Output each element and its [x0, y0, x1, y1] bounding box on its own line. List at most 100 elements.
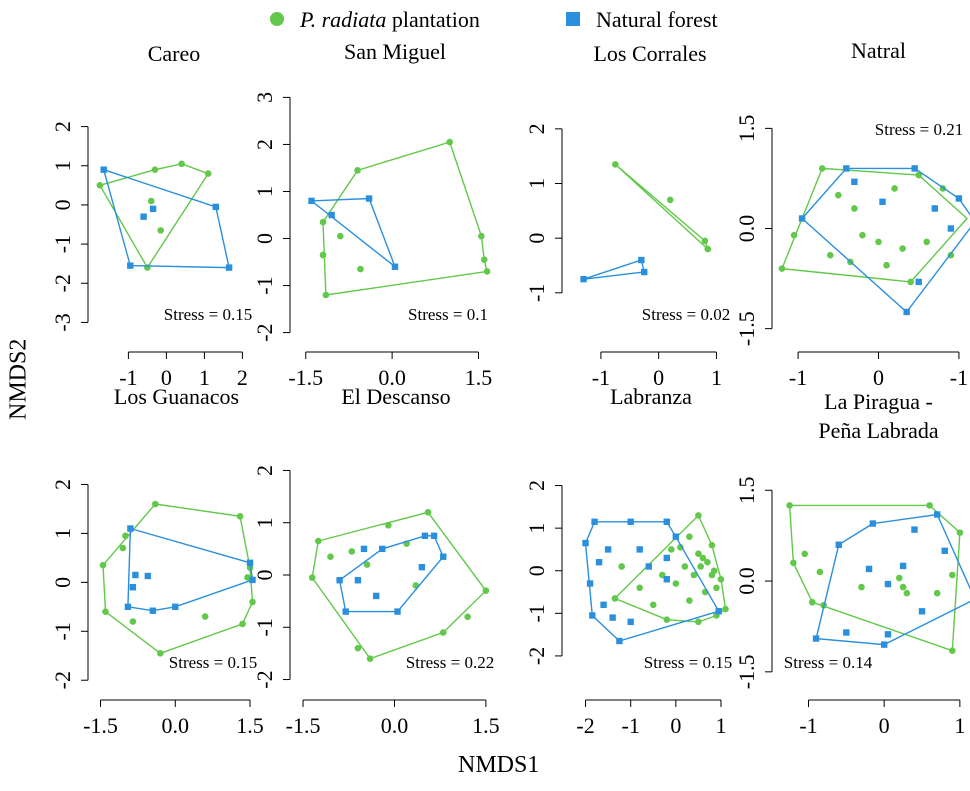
x-tick-label: 0: [879, 713, 890, 738]
plantation-point: [899, 245, 906, 252]
plantation-point: [926, 502, 933, 509]
y-tick-label: 2: [252, 139, 277, 150]
plantation-hull: [98, 163, 210, 269]
plantation-point: [816, 568, 824, 576]
x-tick-label: 2: [237, 365, 248, 390]
plantation-point: [480, 256, 488, 263]
plantation-point: [239, 620, 246, 628]
x-tick-label: -1: [119, 365, 137, 390]
forest-point: [947, 225, 955, 232]
forest-point: [132, 571, 139, 579]
plantation-point: [790, 559, 797, 567]
plantation-hull: [102, 503, 254, 655]
x-tick-label: 1: [711, 365, 722, 390]
forest-point: [249, 576, 256, 584]
plantation-point: [236, 512, 244, 520]
x-tick-label: -1: [592, 365, 610, 390]
plantation-point: [129, 618, 137, 625]
plantation-hull: [781, 167, 968, 283]
y-tick-label: 0: [252, 570, 277, 581]
plantation-point: [695, 550, 702, 558]
y-axis-title: NMDS2: [5, 338, 32, 420]
forest-point: [869, 520, 877, 527]
plantation-point: [666, 196, 674, 204]
plantation-hull: [788, 504, 961, 652]
forest-point: [589, 612, 596, 619]
x-tick-label: -1: [622, 713, 640, 738]
x-tick-label: 0: [873, 365, 884, 390]
forest-point: [372, 592, 380, 600]
y-tick-label: 1: [524, 178, 549, 189]
plantation-point: [478, 232, 485, 240]
forest-point: [645, 563, 652, 570]
plantation-point: [915, 171, 923, 179]
plantation-point: [858, 583, 865, 591]
forest-point: [144, 572, 152, 580]
plantation-point: [801, 550, 809, 558]
plantation-point: [956, 529, 964, 536]
forest-point: [933, 511, 941, 518]
legend-label-plantation: P. radiata plantation: [300, 7, 480, 33]
forest-point: [851, 178, 858, 185]
x-tick-label: 1: [954, 713, 965, 738]
forest-hull: [584, 521, 720, 642]
plantation-point: [923, 238, 931, 246]
plantation-point: [681, 563, 689, 570]
forest-point: [127, 525, 134, 532]
plantation-point: [147, 197, 155, 205]
x-tick-label: -1.5: [288, 365, 323, 390]
plantation-hull: [311, 511, 487, 660]
forest-point: [636, 546, 643, 553]
stress-label: Stress = 0.21: [875, 120, 963, 139]
y-tick-label: 0: [524, 565, 549, 576]
plantation-point: [717, 575, 725, 583]
forest-point: [421, 532, 429, 539]
plantation-point: [319, 218, 327, 226]
plantation-point: [357, 265, 364, 273]
x-tick-label: 1.5: [236, 713, 264, 738]
forest-point: [149, 607, 157, 614]
plantation-point: [695, 512, 702, 519]
plantation-point: [818, 165, 826, 172]
stress-label: Stress = 0.22: [406, 653, 494, 672]
forest-point: [899, 562, 907, 570]
y-tick-label: -1: [50, 622, 75, 640]
y-tick-label: -1.5: [734, 311, 759, 346]
plantation-point: [354, 644, 362, 652]
forest-hull: [338, 535, 445, 613]
forest-hull: [102, 168, 230, 269]
plantation-point: [903, 589, 911, 597]
x-tick-label: 0: [670, 713, 681, 738]
forest-marker-icon: [566, 12, 580, 26]
y-tick-label: -1: [524, 604, 549, 622]
y-tick-label: 2: [524, 480, 549, 491]
y-tick-label: 0: [252, 233, 277, 244]
plantation-point: [697, 563, 704, 570]
x-tick-label: 0.0: [381, 713, 409, 738]
forest-point: [604, 546, 612, 553]
x-tick-label: 1: [199, 365, 210, 390]
plantation-hull: [613, 514, 727, 623]
plantation-point: [151, 166, 159, 173]
x-tick-label: -1: [950, 365, 968, 390]
plantation-point: [891, 185, 898, 192]
plantation-point: [348, 548, 356, 555]
plantation-point: [483, 268, 491, 275]
plantation-point: [385, 522, 392, 529]
y-tick-label: 2: [252, 465, 277, 476]
forest-point: [835, 541, 842, 548]
y-tick-label: 1: [252, 517, 277, 528]
stress-label: Stress = 0.14: [784, 653, 873, 672]
forest-point: [394, 608, 401, 615]
x-tick-label: 1: [715, 713, 726, 738]
plantation-point: [249, 598, 256, 606]
forest-point: [600, 601, 607, 609]
plantation-point: [446, 138, 453, 146]
plantation-point: [668, 546, 675, 553]
plantation-point: [790, 231, 798, 239]
panel-title: Natral: [851, 38, 906, 63]
forest-point: [627, 618, 634, 626]
stress-label: Stress = 0.15: [164, 305, 252, 324]
plantation-point: [327, 553, 334, 561]
forest-point: [342, 608, 349, 615]
